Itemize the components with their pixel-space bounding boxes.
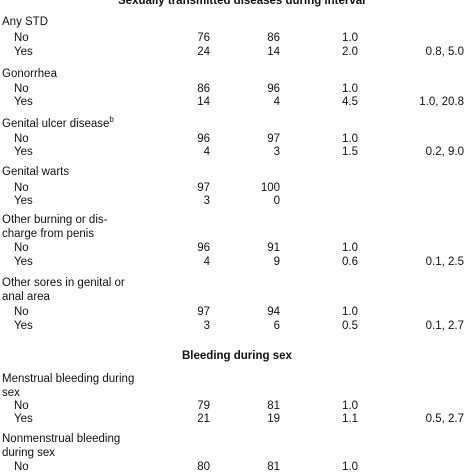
- row-label-other-burning: Other burning or dis-: [2, 214, 108, 226]
- cell-col3: 1.0: [342, 461, 358, 473]
- row-label-other-sores-cont: anal area: [2, 291, 50, 303]
- cell-col3: 1.5: [342, 146, 358, 158]
- cell-col4: 1.0, 20.8: [419, 96, 464, 108]
- row-label-nonmenstrual-bleeding: Nonmenstrual bleeding: [2, 433, 121, 445]
- cell-col1: 76: [197, 32, 210, 44]
- row-label: No: [14, 32, 29, 44]
- cell-col4: 0.1, 2.5: [425, 256, 464, 268]
- row-label: Yes: [14, 96, 33, 108]
- row-label-menstrual-bleeding-cont: sex: [2, 387, 20, 399]
- row-label-text: Genital ulcer disease: [2, 118, 110, 130]
- cell-col2: 100: [260, 182, 280, 194]
- cell-col2: 97: [267, 133, 280, 145]
- row-label: Yes: [14, 320, 33, 332]
- cell-col3: 2.0: [342, 46, 358, 58]
- cell-col4: 0.1, 2.7: [425, 320, 464, 332]
- cell-col1: 4: [203, 256, 210, 268]
- cell-col1: 80: [197, 461, 210, 473]
- cell-col1: 97: [197, 182, 210, 194]
- row-label-gonorrhea: Gonorrhea: [2, 68, 57, 80]
- cell-col4: 0.2, 9.0: [425, 146, 464, 158]
- cell-col1: 21: [197, 413, 210, 425]
- cell-col3: 1.0: [342, 306, 358, 318]
- cell-col1: 86: [197, 83, 210, 95]
- row-label: Yes: [14, 46, 33, 58]
- cell-col1: 4: [203, 146, 210, 158]
- cell-col3: 4.5: [342, 96, 358, 108]
- cell-col3: 1.0: [342, 83, 358, 95]
- row-label: No: [14, 182, 29, 194]
- row-label-nonmenstrual-bleeding-cont: during sex: [2, 447, 56, 459]
- cell-col3: 1.0: [342, 32, 358, 44]
- cell-col3: 0.5: [342, 320, 358, 332]
- cell-col2: 81: [267, 400, 280, 412]
- cell-col1: 97: [197, 306, 210, 318]
- row-label: No: [14, 461, 29, 473]
- cell-col2: 94: [267, 306, 280, 318]
- cell-col1: 3: [203, 320, 210, 332]
- cell-col1: 96: [197, 242, 210, 254]
- row-label: No: [14, 242, 29, 254]
- cell-col3: 1.0: [342, 242, 358, 254]
- cell-col2: 0: [273, 195, 280, 207]
- footnote-marker: b: [109, 115, 114, 125]
- row-label: Yes: [14, 195, 33, 207]
- section-header-std: Sexually transmitted diseases during int…: [118, 0, 366, 7]
- cell-col1: 79: [197, 400, 210, 412]
- row-label: No: [14, 133, 29, 145]
- cell-col3: 1.0: [342, 133, 358, 145]
- cell-col4: 0.5, 2.7: [425, 413, 464, 425]
- row-label-genital-ulcer: Genital ulcer diseaseb: [2, 115, 114, 131]
- cell-col2: 91: [267, 242, 280, 254]
- cell-col2: 14: [267, 46, 280, 58]
- cell-col2: 6: [273, 320, 280, 332]
- row-label-any-std: Any STD: [2, 16, 49, 28]
- cell-col4: 0.8, 5.0: [425, 46, 464, 58]
- cell-col2: 4: [273, 96, 280, 108]
- row-label: No: [14, 400, 29, 412]
- cell-col2: 19: [267, 413, 280, 425]
- cell-col3: 1.1: [342, 413, 358, 425]
- cell-col2: 86: [267, 32, 280, 44]
- cell-col2: 9: [273, 256, 280, 268]
- cell-col3: 1.0: [342, 400, 358, 412]
- row-label: Yes: [14, 146, 33, 158]
- row-label-menstrual-bleeding: Menstrual bleeding during: [2, 373, 135, 385]
- row-label: No: [14, 83, 29, 95]
- cell-col2: 81: [267, 461, 280, 473]
- cell-col2: 96: [267, 83, 280, 95]
- cell-col2: 3: [273, 146, 280, 158]
- row-label-genital-warts: Genital warts: [2, 166, 70, 178]
- row-label-other-burning-cont: charge from penis: [2, 228, 95, 240]
- cell-col1: 24: [197, 46, 210, 58]
- cell-col1: 96: [197, 133, 210, 145]
- cell-col1: 14: [197, 96, 210, 108]
- row-label: No: [14, 306, 29, 318]
- cell-col3: 0.6: [342, 256, 358, 268]
- cell-col1: 3: [203, 195, 210, 207]
- row-label: Yes: [14, 413, 33, 425]
- section-header-bleeding: Bleeding during sex: [182, 350, 292, 362]
- row-label-other-sores: Other sores in genital or: [2, 277, 125, 289]
- row-label: Yes: [14, 256, 33, 268]
